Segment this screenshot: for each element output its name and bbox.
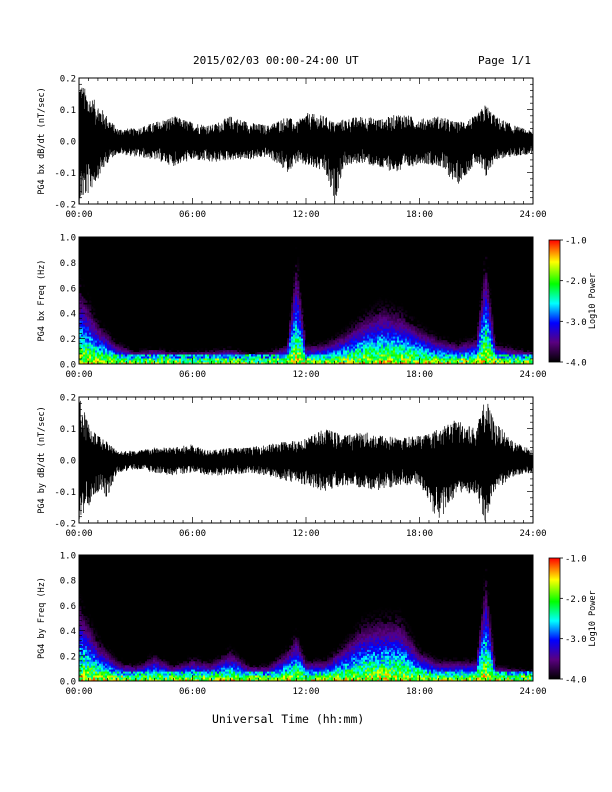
y-tick-label: 0.0	[60, 138, 76, 148]
x-tick-label: 18:00	[406, 210, 433, 220]
colorbar-label: Log10 Power	[588, 590, 598, 646]
y-tick-label: -0.2	[54, 201, 76, 211]
x-tick-label: 24:00	[519, 210, 546, 220]
y-tick-label: -0.1	[54, 488, 76, 498]
colorbar-label: Log10 Power	[588, 273, 598, 329]
y-tick-label: 0.4	[60, 310, 76, 320]
colorbar-tick-label: -3.0	[565, 318, 587, 328]
x-tick-label: 00:00	[65, 687, 92, 697]
y-tick-label: 0.0	[60, 678, 76, 688]
x-tick-label: 12:00	[292, 210, 319, 220]
y-tick-label: 0.4	[60, 627, 76, 637]
y-tick-label: 0.2	[60, 335, 76, 345]
x-tick-label: 12:00	[292, 687, 319, 697]
x-tick-label: 00:00	[65, 529, 92, 539]
y-tick-label: -0.1	[54, 169, 76, 179]
spectrogram-cells	[79, 237, 533, 364]
panel-2: -1.0 -2.0 -3.0 -4.0 Log10 Power 00:00 06:00 12:…	[37, 234, 598, 381]
x-tick-label: 06:00	[179, 370, 206, 380]
y-tick-label: 0.0	[60, 361, 76, 371]
signal-trace	[79, 400, 533, 521]
colorbar-tick-label: -4.0	[565, 676, 587, 686]
colorbar-tick-label: -1.0	[565, 237, 587, 247]
panel-3: 00:00 06:00 12:00 18:00 24:00 -0.2 -0.1 0.0 0.1 0…	[37, 394, 547, 540]
y-tick-label: 0.0	[60, 457, 76, 467]
x-tick-label: 12:00	[292, 370, 319, 380]
y-tick-label: 0.8	[60, 577, 76, 587]
x-tick-label: 18:00	[406, 687, 433, 697]
date-range-title: 2015/02/03 00:00-24:00 UT	[193, 54, 359, 67]
y-axis-label: PG4 bx dB/dt (nT/sec)	[37, 87, 47, 194]
y-axis-label: PG4 by dB/dt (nT/sec)	[37, 406, 47, 513]
y-tick-label: 1.0	[60, 234, 76, 244]
colorbar-tick-label: -3.0	[565, 635, 587, 645]
y-axis-label: PG4 by Freq (Hz)	[37, 577, 47, 659]
y-tick-label: 0.2	[60, 652, 76, 662]
colorbar-tick-label: -4.0	[565, 359, 587, 369]
x-tick-label: 12:00	[292, 529, 319, 539]
colorbar	[548, 239, 561, 363]
x-tick-label: 00:00	[65, 370, 92, 380]
y-tick-label: 0.8	[60, 259, 76, 269]
colorbar-tick-label: -1.0	[565, 555, 587, 565]
x-tick-label: 06:00	[179, 210, 206, 220]
x-tick-label: 06:00	[179, 687, 206, 697]
x-tick-label: 24:00	[519, 687, 546, 697]
y-tick-label: 0.2	[60, 394, 76, 404]
panel-4: -1.0 -2.0 -3.0 -4.0 Log10 Power 00:00 06:00 12:…	[37, 552, 598, 698]
signal-trace	[79, 87, 533, 204]
y-axis-label: PG4 bx Freq (Hz)	[37, 260, 47, 342]
y-tick-label: 0.1	[60, 106, 76, 116]
x-tick-label: 24:00	[519, 529, 546, 539]
y-tick-label: 0.1	[60, 425, 76, 435]
x-tick-label: 06:00	[179, 529, 206, 539]
spectrogram-cells	[79, 557, 533, 681]
x-tick-label: 00:00	[65, 210, 92, 220]
x-tick-label: 18:00	[406, 529, 433, 539]
y-tick-label: 0.6	[60, 284, 76, 294]
x-tick-label: 24:00	[519, 370, 546, 380]
panel-1: 00:00 06:00 12:00 18:00 24:00 -0.2 -0.1 0.0 0.1 0…	[37, 75, 547, 221]
x-axis-title: Universal Time (hh:mm)	[212, 712, 365, 726]
colorbar-tick-label: -2.0	[565, 277, 587, 287]
page-number: Page 1/1	[478, 54, 531, 67]
y-tick-label: -0.2	[54, 520, 76, 530]
colorbar-tick-label: -2.0	[565, 595, 587, 605]
y-tick-label: 1.0	[60, 552, 76, 562]
y-tick-label: 0.2	[60, 75, 76, 85]
colorbar	[548, 557, 561, 680]
y-tick-label: 0.6	[60, 602, 76, 612]
x-tick-label: 18:00	[406, 370, 433, 380]
